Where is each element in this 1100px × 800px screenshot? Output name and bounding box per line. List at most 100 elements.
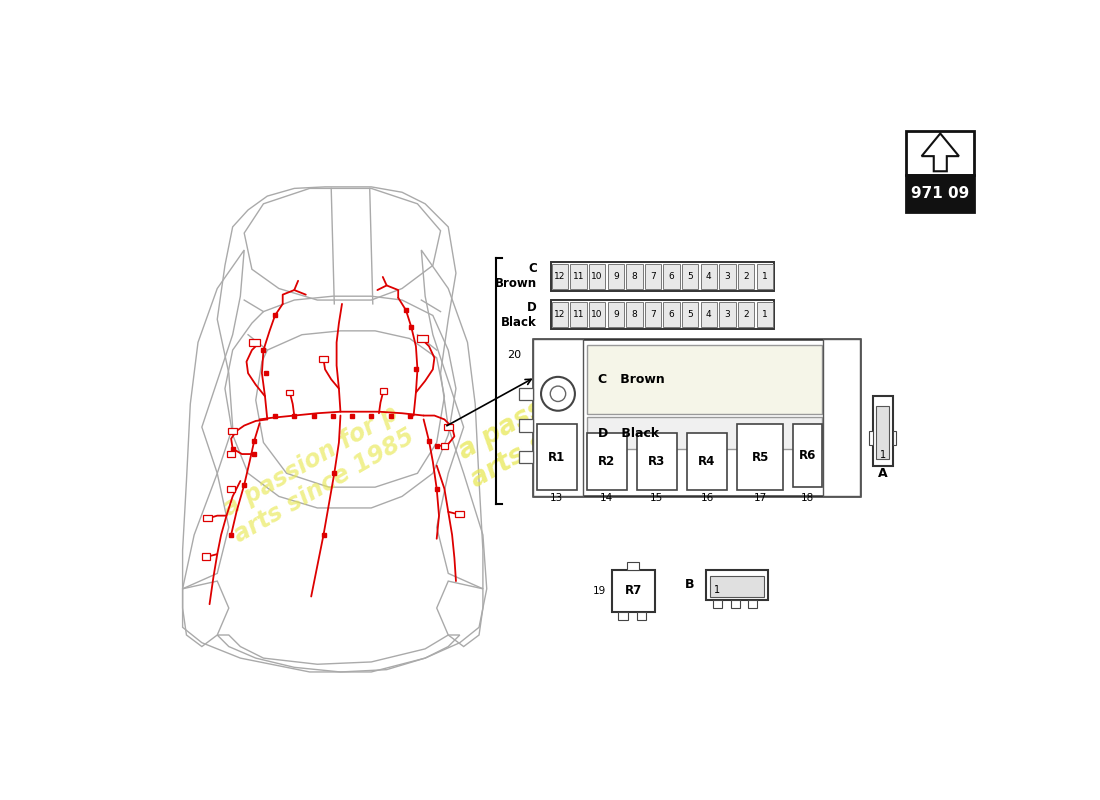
Polygon shape (922, 134, 959, 171)
Bar (228, 451, 235, 457)
Bar (663, 264, 680, 289)
Bar (748, 600, 757, 608)
Text: B: B (685, 578, 695, 591)
Text: 1: 1 (762, 272, 768, 281)
Text: C
Brown: C Brown (495, 262, 537, 290)
Text: 3: 3 (725, 310, 730, 319)
Text: R7: R7 (625, 584, 642, 598)
Text: 12: 12 (554, 310, 565, 319)
Text: R4: R4 (698, 455, 716, 468)
Bar (418, 334, 428, 342)
Bar (682, 264, 698, 289)
Bar (869, 431, 873, 445)
Bar (587, 345, 822, 414)
Bar (627, 562, 639, 570)
Bar (877, 406, 890, 459)
Bar (719, 264, 736, 289)
Bar (519, 388, 534, 400)
Text: 12: 12 (554, 272, 565, 281)
Text: a passion for p
arts since 1985: a passion for p arts since 1985 (451, 330, 676, 493)
Bar (892, 431, 896, 445)
Bar (637, 612, 646, 619)
Bar (713, 600, 723, 608)
Bar (443, 424, 453, 430)
Text: 7: 7 (650, 272, 656, 281)
Bar (613, 570, 654, 612)
Bar (587, 418, 822, 449)
Text: R1: R1 (548, 450, 565, 463)
Text: 1: 1 (880, 450, 886, 460)
Text: 11: 11 (573, 272, 584, 281)
Bar (537, 424, 576, 490)
Text: 5: 5 (688, 310, 693, 319)
Bar (738, 264, 755, 289)
Text: 6: 6 (669, 310, 674, 319)
Bar (519, 450, 534, 463)
Bar (626, 264, 642, 289)
Text: 9: 9 (613, 272, 618, 281)
Bar (519, 419, 534, 431)
Text: 13: 13 (550, 493, 563, 503)
Bar (379, 388, 387, 394)
Bar (607, 302, 624, 327)
Text: D
Black: D Black (500, 301, 537, 329)
Bar (228, 428, 238, 434)
Text: 15: 15 (650, 493, 663, 503)
Bar (534, 338, 583, 496)
Bar (719, 302, 736, 327)
Bar (757, 264, 773, 289)
Text: 9: 9 (613, 310, 618, 319)
Text: R5: R5 (751, 450, 769, 463)
Bar (588, 264, 605, 289)
Text: A: A (878, 467, 888, 480)
Bar (552, 264, 568, 289)
Bar (793, 424, 823, 487)
Text: 3: 3 (725, 272, 730, 281)
Text: 2: 2 (744, 310, 749, 319)
Bar (823, 338, 860, 496)
Text: 7: 7 (650, 310, 656, 319)
Text: 18: 18 (801, 493, 814, 503)
Text: 10: 10 (592, 310, 603, 319)
Bar (686, 434, 727, 490)
Bar (571, 302, 586, 327)
Bar (682, 302, 698, 327)
Bar (737, 424, 783, 490)
Text: 4: 4 (706, 310, 712, 319)
Bar (551, 262, 774, 291)
Bar (588, 302, 605, 327)
Text: 20: 20 (507, 350, 520, 361)
Text: 1: 1 (714, 586, 720, 595)
Bar (249, 338, 260, 346)
Bar (906, 175, 975, 211)
Text: 8: 8 (631, 310, 637, 319)
Text: R2: R2 (598, 455, 616, 468)
Text: C   Brown: C Brown (598, 373, 666, 386)
Text: 1: 1 (762, 310, 768, 319)
Text: 19: 19 (593, 586, 606, 596)
Text: R6: R6 (800, 449, 816, 462)
Text: 14: 14 (601, 493, 614, 503)
Bar (587, 434, 627, 490)
Bar (286, 390, 294, 395)
Bar (607, 264, 624, 289)
Bar (873, 396, 892, 466)
Text: 5: 5 (688, 272, 693, 281)
Bar (706, 570, 768, 600)
Text: a passion for p
arts since 1985: a passion for p arts since 1985 (216, 400, 419, 547)
Bar (440, 443, 449, 450)
Bar (645, 302, 661, 327)
Bar (701, 264, 717, 289)
Bar (757, 302, 773, 327)
Text: 8: 8 (631, 272, 637, 281)
Bar (663, 302, 680, 327)
Text: 11: 11 (573, 310, 584, 319)
Bar (202, 515, 212, 521)
Bar (637, 434, 676, 490)
Bar (906, 130, 975, 175)
Text: R3: R3 (648, 455, 666, 468)
Bar (701, 302, 717, 327)
Text: 2: 2 (744, 272, 749, 281)
Bar (551, 300, 774, 330)
Bar (711, 577, 763, 597)
